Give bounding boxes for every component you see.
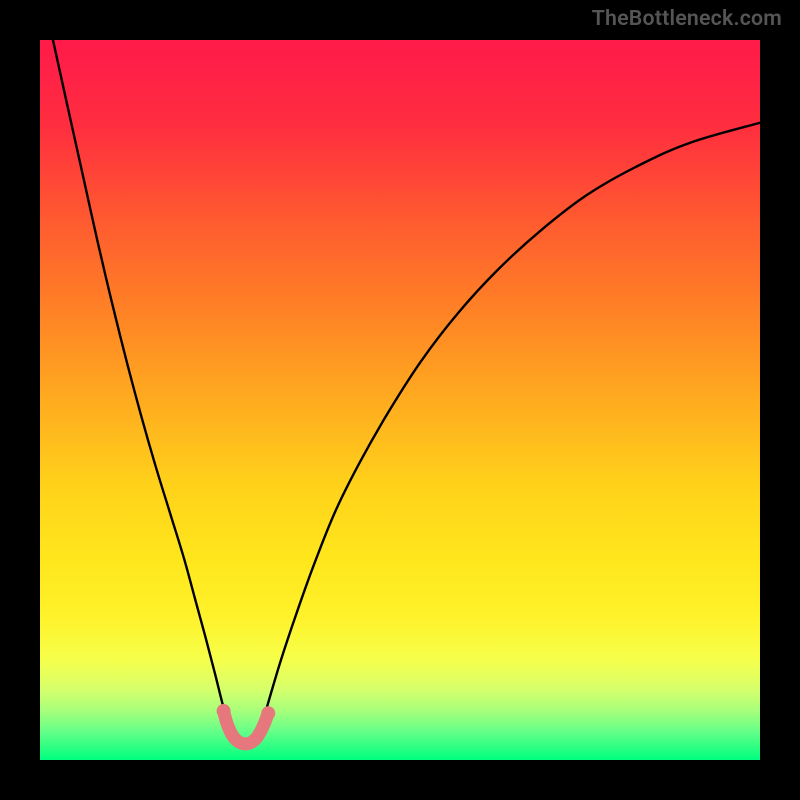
gradient-background [40, 40, 760, 760]
chart-frame: TheBottleneck.com [0, 0, 800, 800]
watermark-text: TheBottleneck.com [592, 6, 782, 31]
valley-marker-dot-1 [261, 706, 275, 720]
plot-area [40, 40, 760, 760]
valley-marker-dot-0 [217, 704, 231, 718]
chart-svg [40, 40, 760, 760]
